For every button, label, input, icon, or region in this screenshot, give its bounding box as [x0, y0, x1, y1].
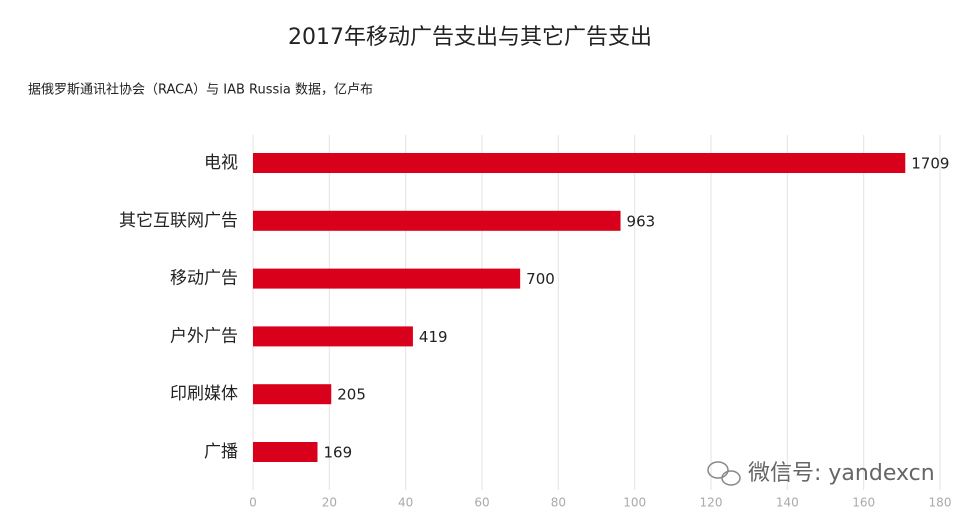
bar: [253, 268, 521, 289]
y-tick-label: 其它互联网广告: [119, 211, 238, 231]
bar: [253, 442, 318, 462]
x-tick-label: 0: [249, 496, 257, 510]
data-label: 963: [627, 212, 656, 230]
y-tick-label: 移动广告: [170, 269, 238, 289]
x-tick-label: 120: [700, 496, 723, 510]
bar: [253, 210, 621, 231]
x-tick-label: 80: [551, 496, 566, 510]
y-tick-label: 户外广告: [170, 326, 238, 346]
bar: [253, 153, 906, 173]
chart-title: 2017年移动广告支出与其它广告支出: [288, 25, 652, 50]
y-tick-label: 电视: [204, 153, 238, 173]
x-tick-label: 180: [929, 496, 952, 510]
x-tick-label: 140: [776, 496, 799, 510]
x-tick-label: 20: [322, 496, 337, 510]
data-label: 205: [337, 386, 366, 404]
y-tick-label: 印刷媒体: [170, 384, 238, 404]
chart-subtitle: 据俄罗斯通讯社协会（RACA）与 IAB Russia 数据，亿卢布: [28, 82, 373, 98]
x-tick-label: 100: [623, 496, 646, 510]
x-tick-label: 60: [474, 496, 489, 510]
data-label: 700: [526, 270, 555, 288]
y-tick-label: 广播: [204, 442, 238, 462]
data-label: 169: [324, 444, 353, 462]
data-label: 419: [419, 328, 448, 346]
data-label: 1709: [911, 155, 949, 173]
bar: [253, 384, 332, 405]
x-tick-label: 40: [398, 496, 413, 510]
x-tick-label: 160: [852, 496, 875, 510]
bar: [253, 326, 413, 347]
watermark-icon: [707, 461, 741, 486]
watermark: 微信号: yandexcn: [748, 461, 935, 486]
